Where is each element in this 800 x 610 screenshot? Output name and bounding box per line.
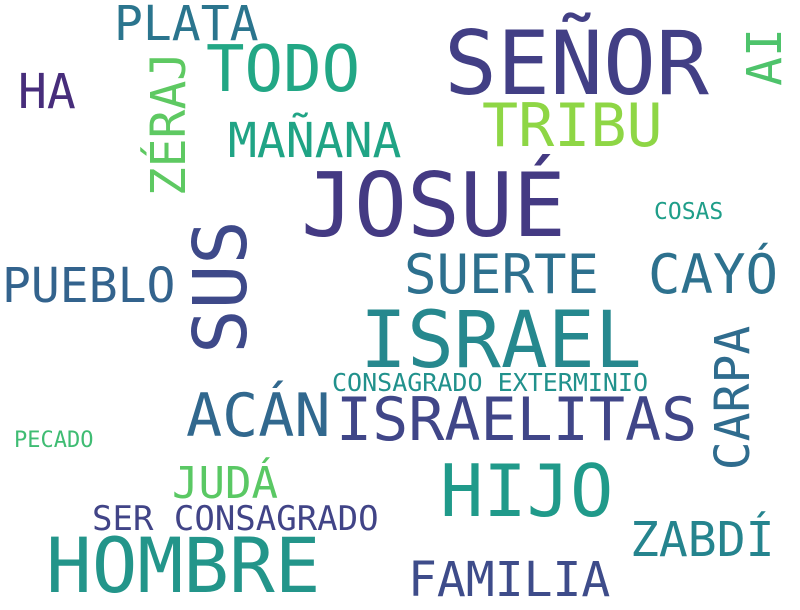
- word-juda: JUDÁ: [172, 458, 278, 509]
- word-hombre: HOMBRE: [46, 521, 321, 610]
- word-suerte: SUERTE: [404, 243, 600, 306]
- word-pecado: PECADO: [14, 428, 94, 453]
- word-ser-consagrado: SER CONSAGRADO: [92, 499, 379, 539]
- word-carpa: CARPA: [705, 325, 761, 471]
- word-hijo: HIJO: [440, 449, 614, 533]
- word-acan: ACÁN: [186, 381, 331, 451]
- word-pueblo: PUEBLO: [2, 258, 176, 314]
- word-tribu: TRIBU: [482, 91, 663, 161]
- word-israel: ISRAEL: [360, 296, 642, 386]
- word-zabdi: ZABDÍ: [630, 512, 775, 568]
- word-manana: MAÑANA: [228, 113, 402, 169]
- word-cosas: COSAS: [654, 199, 724, 225]
- word-consagrado-exterminio: CONSAGRADO EXTERMINIO: [332, 368, 649, 397]
- word-cayo: CAYÓ: [648, 243, 779, 306]
- word-familia: FAMILIA: [408, 552, 611, 608]
- word-ha: HA: [18, 64, 76, 120]
- word-ai: AI: [737, 28, 793, 86]
- word-sus: SUS: [178, 220, 264, 354]
- word-senor: SEÑOR: [444, 12, 709, 115]
- word-josue: JOSUÉ: [301, 154, 566, 257]
- word-zeraj: ZÉRAJ: [141, 51, 197, 197]
- word-plata: PLATA: [114, 0, 259, 52]
- word-israelitas: ISRAELITAS: [336, 385, 698, 455]
- word-todo: TODO: [206, 33, 361, 107]
